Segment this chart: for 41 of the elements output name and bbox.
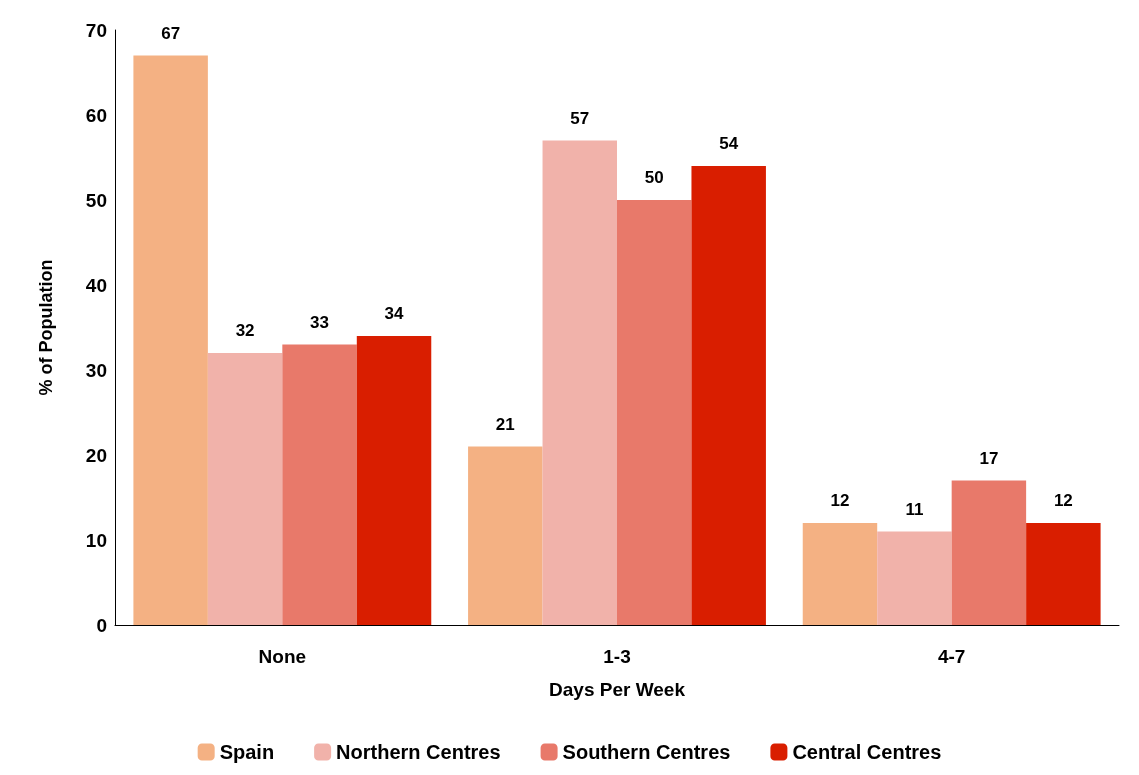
bar [802,523,878,625]
bar [356,336,432,625]
data-label: 11 [905,499,924,519]
bar [691,166,766,625]
data-label: 54 [719,134,739,153]
data-label: 12 [1053,491,1073,510]
y-tick-label: 50 [85,189,107,211]
bar [542,140,617,625]
y-tick-label: 0 [96,614,107,636]
data-label: 67 [161,23,181,43]
bar [133,55,208,625]
bar [951,480,1027,625]
y-axis-title: % of Population [36,259,56,396]
data-label: 57 [570,108,590,128]
legend-label: Spain [219,741,275,763]
y-tick-label: 60 [85,104,107,126]
data-label: 32 [235,321,255,340]
y-tick-label: 10 [85,529,107,551]
data-label: 21 [495,414,515,434]
data-label: 34 [384,304,405,323]
data-label: 12 [830,491,850,510]
y-tick-label: 30 [85,359,107,381]
legend-label: Northern Centres [336,741,501,763]
y-tick-label: 20 [85,444,107,466]
legend-label: Southern Centres [562,741,731,763]
x-tick-label: 1-3 [603,646,631,667]
bar [282,344,357,625]
bar [468,446,543,625]
x-axis-title: Days Per Week [549,679,686,700]
data-label: 33 [310,312,330,332]
y-tick-label: 40 [85,274,107,296]
bar [1026,523,1101,625]
x-tick-label: 4-7 [937,646,966,667]
bar [207,353,283,625]
y-tick-label: 70 [85,19,107,41]
data-label: 50 [644,168,664,187]
data-label: 17 [979,448,999,468]
bar [877,531,952,625]
x-tick-label: None [258,646,307,667]
legend-label: Central Centres [792,741,942,763]
bar [617,200,692,625]
